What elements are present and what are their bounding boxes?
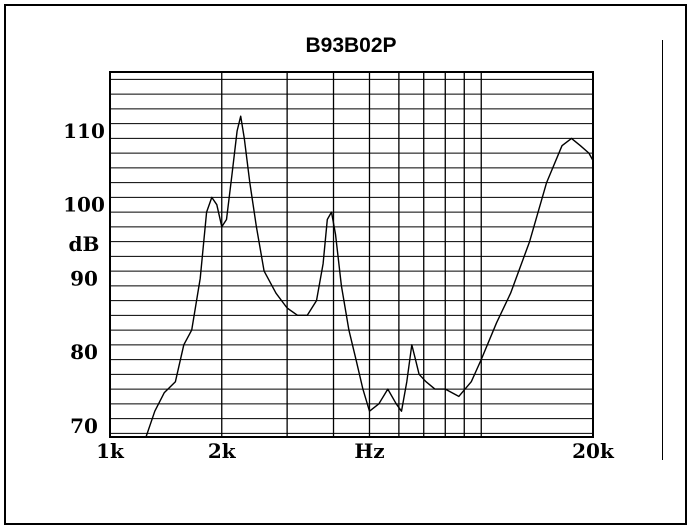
x-tick-label: 1k	[96, 439, 125, 463]
y-tick-label: 70	[70, 414, 98, 438]
right-divider-line	[662, 40, 663, 460]
x-tick-labels: 1k 2k Hz 20k	[96, 439, 615, 463]
chart-frame	[4, 4, 687, 525]
y-tick-label: 110	[63, 119, 105, 143]
series	[145, 115, 594, 438]
y-tick-labels: 70 80 90 100 110	[63, 119, 105, 438]
frequency-response-line	[145, 115, 594, 438]
x-tick-label: 20k	[572, 439, 615, 463]
chart-title: B93B02P	[305, 34, 396, 57]
x-tick-label: Hz	[354, 439, 384, 463]
y-tick-label: 90	[70, 266, 98, 290]
y-tick-label: 80	[70, 340, 98, 364]
grid	[110, 72, 593, 437]
x-tick-label: 2k	[208, 439, 237, 463]
y-tick-label: 100	[63, 193, 105, 217]
y-axis-label: dB	[69, 232, 100, 256]
plot-area	[109, 71, 594, 438]
plot-border	[109, 71, 594, 438]
